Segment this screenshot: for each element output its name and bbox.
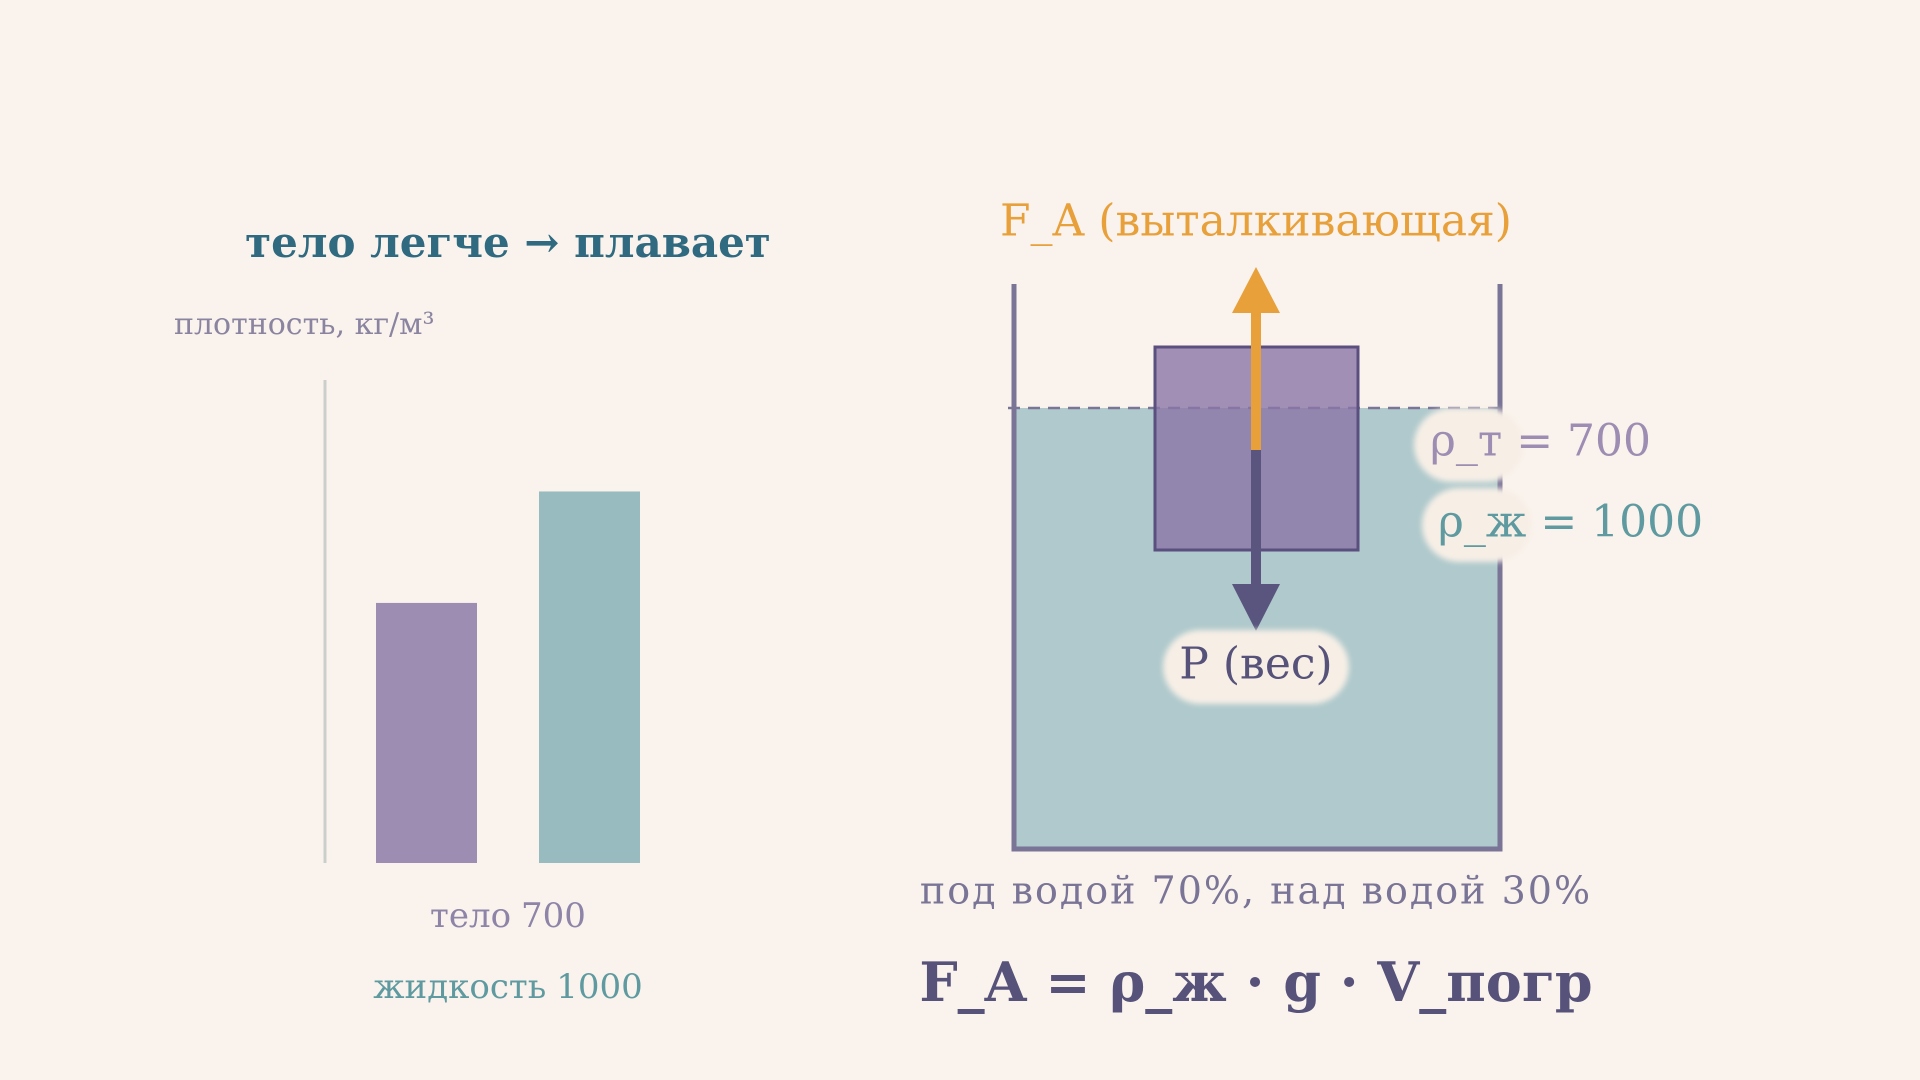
bar — [539, 491, 640, 863]
weight-label: P (вес) — [1179, 639, 1332, 690]
y-axis-label: плотность, кг/м³ — [174, 307, 435, 342]
submersion-caption: под водой 70%, над водой 30% — [920, 869, 1592, 913]
category-label: жидкость — [373, 967, 546, 1007]
tank — [1011, 284, 1503, 852]
buoyant-label: F_A (выталкивающая) — [1000, 196, 1512, 247]
label-pill — [1414, 408, 1524, 482]
chart-title: тело легче → плавает — [245, 218, 771, 267]
value-label: 1000 — [556, 967, 643, 1007]
formula: F_A = ρ_ж · g · V_погр — [919, 950, 1592, 1014]
bar-label: жидкость 1000 — [373, 967, 643, 1007]
label-pill — [1163, 630, 1349, 704]
body-density: ρ_т = 700 — [1430, 416, 1651, 467]
bar — [376, 602, 477, 863]
buoyant-arrow-head — [1232, 267, 1280, 313]
category-label: тело — [430, 896, 511, 936]
weight-arrow-head — [1232, 584, 1280, 631]
liquid-density: ρ_ж = 1000 — [1438, 497, 1703, 548]
bars — [376, 491, 640, 863]
bar-label: тело 700 — [430, 896, 586, 936]
label-pill — [1422, 488, 1532, 562]
value-label: 700 — [521, 896, 586, 936]
